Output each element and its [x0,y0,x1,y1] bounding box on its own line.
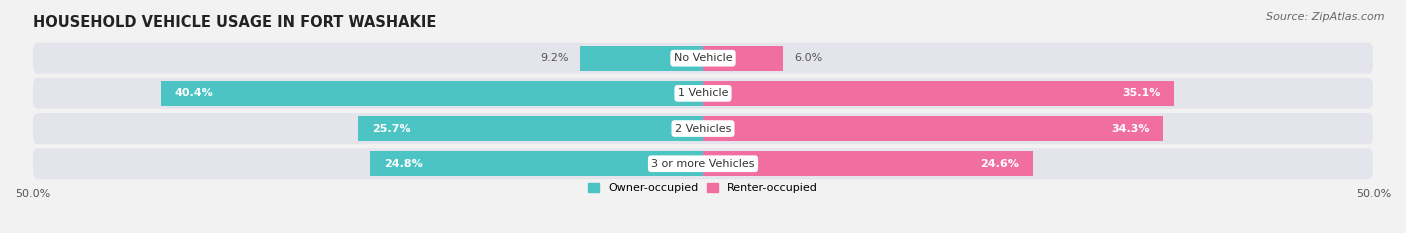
Text: 24.6%: 24.6% [980,159,1019,169]
Text: 6.0%: 6.0% [794,53,823,63]
Bar [703,81,1174,106]
Text: 9.2%: 9.2% [540,53,569,63]
Bar [703,116,1163,141]
FancyBboxPatch shape [32,113,1374,144]
Text: HOUSEHOLD VEHICLE USAGE IN FORT WASHAKIE: HOUSEHOLD VEHICLE USAGE IN FORT WASHAKIE [32,15,436,30]
Legend: Owner-occupied, Renter-occupied: Owner-occupied, Renter-occupied [588,183,818,193]
Text: 2 Vehicles: 2 Vehicles [675,123,731,134]
Text: 24.8%: 24.8% [384,159,423,169]
FancyBboxPatch shape [32,78,1374,109]
Text: 25.7%: 25.7% [371,123,411,134]
Bar [359,116,703,141]
Bar [162,81,703,106]
Bar [703,45,783,71]
FancyBboxPatch shape [32,148,1374,179]
Text: 1 Vehicle: 1 Vehicle [678,88,728,98]
FancyBboxPatch shape [32,43,1374,74]
Text: No Vehicle: No Vehicle [673,53,733,63]
Bar [703,151,1033,176]
Text: Source: ZipAtlas.com: Source: ZipAtlas.com [1267,12,1385,22]
Text: 40.4%: 40.4% [174,88,214,98]
Bar [371,151,703,176]
Text: 3 or more Vehicles: 3 or more Vehicles [651,159,755,169]
Bar [579,45,703,71]
Text: 34.3%: 34.3% [1111,123,1150,134]
Text: 35.1%: 35.1% [1122,88,1160,98]
